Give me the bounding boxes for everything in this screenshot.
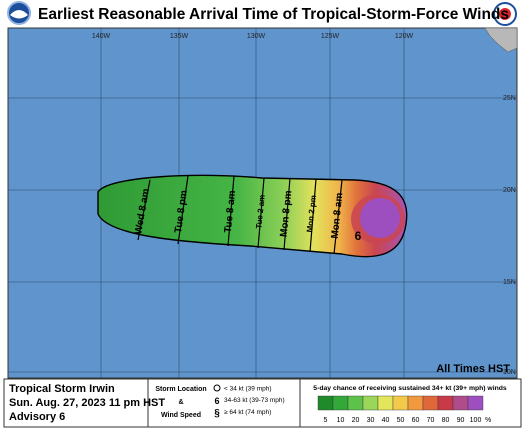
title: Earliest Reasonable Arrival Time of Trop… [38,6,509,23]
scale-unit: % [485,417,491,424]
legend-label: Wind Speed [161,412,201,419]
noaa-logo-bird [10,10,28,19]
lat-label: 20N [503,187,516,194]
scale-label: 100 [470,417,482,424]
scale-label: 5 [324,417,328,424]
time-note: All Times HST [436,363,510,375]
legend-label: Storm Location [155,386,206,393]
arrival-time: Tue 8 am [223,190,238,234]
scale-label: 90 [457,417,465,424]
scale-label: 70 [427,417,435,424]
legend-level: < 34 kt (39 mph) [224,386,272,393]
lon-label: 125W [321,33,340,40]
wind-swath [97,174,408,258]
lon-label: 140W [92,33,111,40]
arrival-time: Mon 8 am [330,192,346,239]
scale-label: 80 [442,417,450,424]
lon-label: 120W [395,33,414,40]
swath-core [360,198,400,238]
scale-label: 10 [337,417,345,424]
scale-swatch [437,395,454,411]
scale-label: 40 [382,417,390,424]
lat-label: 15N [503,279,516,286]
scale-swatch [452,395,469,411]
symbol-hu: § [214,408,220,419]
scale-swatch [377,395,394,411]
lon-labels: 140W 135W 130W 125W 120W [92,33,414,40]
legend-level: ≥ 64 kt (74 mph) [224,409,271,416]
issued: Sun. Aug. 27, 2023 11 pm HST [9,397,165,409]
arrival-time: Mon 8 pm [279,190,295,238]
scale-swatch [467,395,484,411]
scale-swatch [332,395,349,411]
scale-title: 5-day chance of receiving sustained 34+ … [313,385,507,392]
land [484,27,518,53]
lon-label: 130W [247,33,266,40]
storm-marker: 6 [355,229,362,243]
storm-name: Tropical Storm Irwin [9,383,115,395]
scale-label: 20 [352,417,360,424]
legend-level: 34-63 kt (39-73 mph) [224,397,285,404]
lat-label: 25N [503,95,516,102]
scale-swatch [362,395,379,411]
scale-swatch [392,395,409,411]
nws-logo-center [499,8,511,20]
isochrones [137,175,343,255]
scale-swatch [317,395,334,411]
color-scale: 5 10 20 30 40 50 60 70 80 90 100% [317,395,491,424]
scale-swatch [422,395,439,411]
advisory: Advisory 6 [9,411,65,423]
lat-label: 10N [503,369,516,376]
symbol-weak [213,384,221,392]
scale-label: 30 [367,417,375,424]
scale-swatch [407,395,424,411]
scale-swatch [347,395,364,411]
arrival-time: Tue 2 am [254,194,267,229]
lat-labels: 25N 20N 15N 10N [503,95,516,376]
legend-label: & [178,399,183,406]
lon-label: 135W [170,33,189,40]
symbol-ts: 6 [214,396,219,406]
scale-label: 60 [412,417,420,424]
arrival-time: Mon 2 pm [305,195,318,233]
scale-label: 50 [397,417,405,424]
